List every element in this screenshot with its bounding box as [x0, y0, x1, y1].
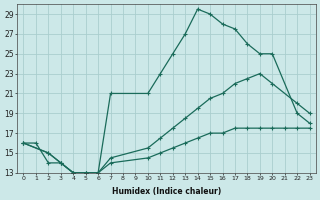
- X-axis label: Humidex (Indice chaleur): Humidex (Indice chaleur): [112, 187, 221, 196]
